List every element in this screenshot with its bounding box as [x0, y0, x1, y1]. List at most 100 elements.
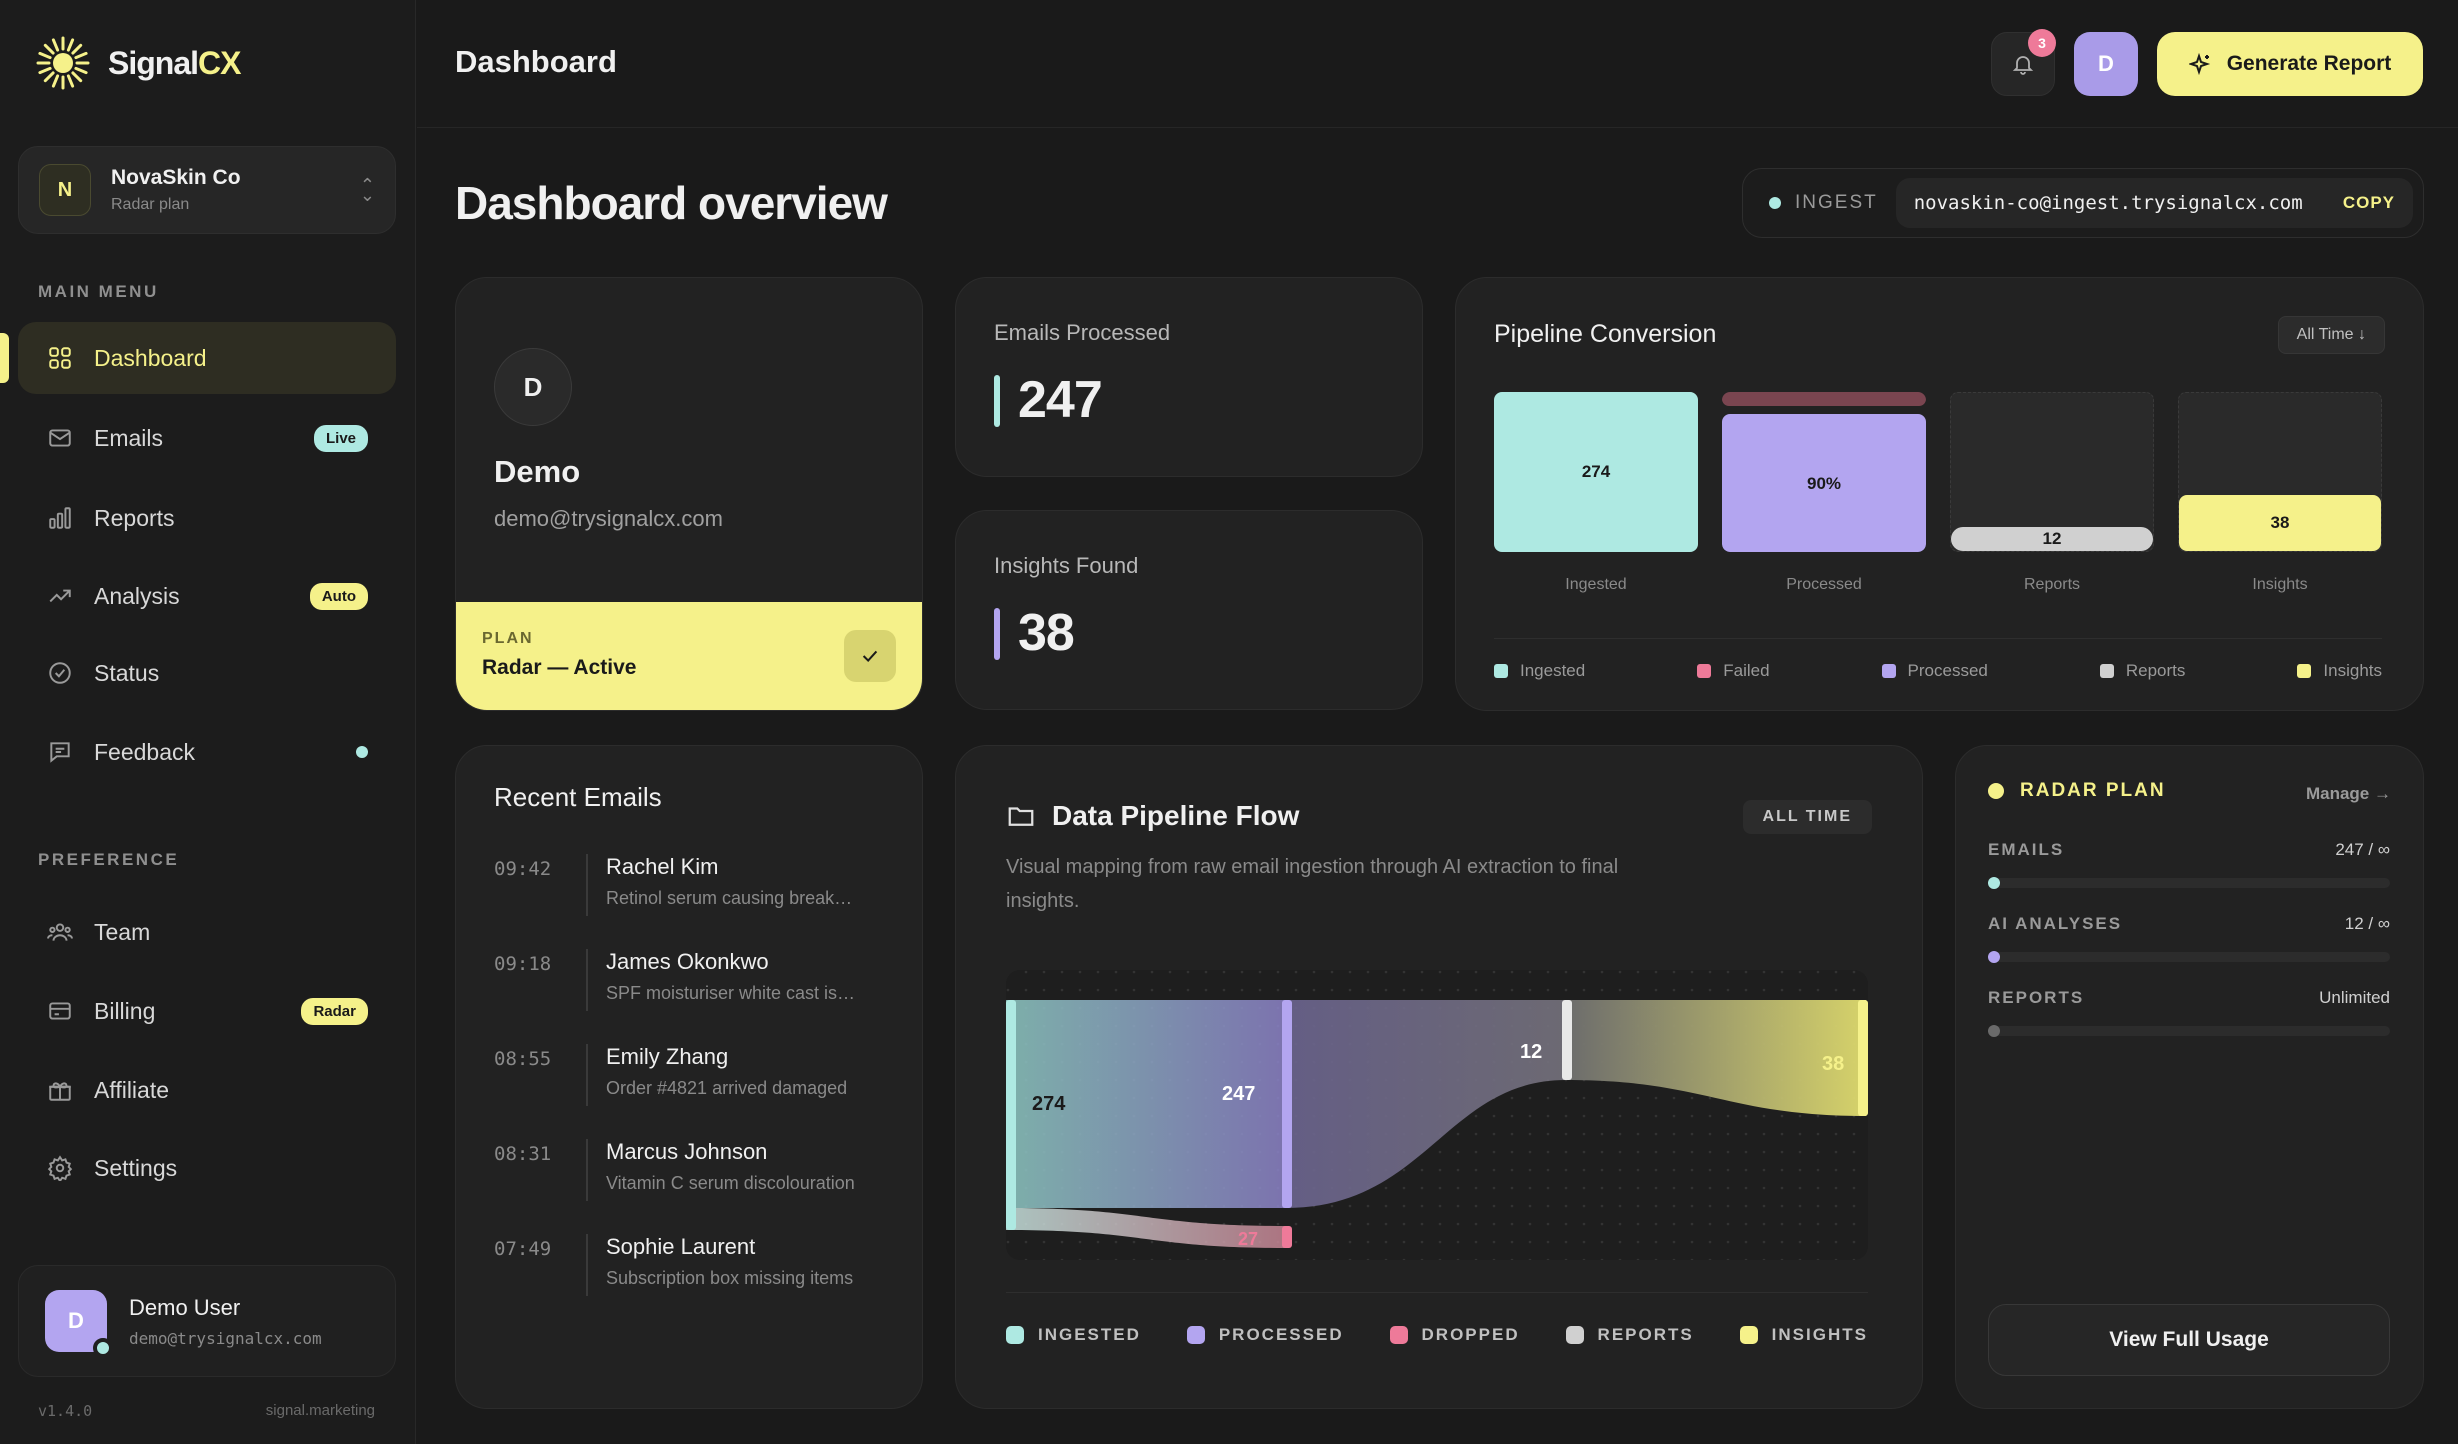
plan-dot: [1988, 783, 2004, 799]
failed-segment: [1722, 392, 1926, 406]
ingest-address-bar: INGEST novaskin-co@ingest.trysignalcx.co…: [1742, 168, 2424, 238]
sidebar-item-billing[interactable]: Billing Radar: [18, 975, 396, 1047]
grid-icon: [46, 344, 74, 372]
auto-badge: Auto: [309, 582, 368, 610]
stat-label: Emails Processed: [994, 320, 1171, 345]
gear-icon: [46, 1154, 74, 1182]
trend-icon: [46, 582, 74, 610]
page-title: Dashboard overview: [455, 177, 888, 229]
feedback-dot: [356, 746, 368, 758]
profile-email: demo@trysignalcx.com: [494, 506, 723, 531]
bar-chart-icon: [46, 504, 74, 532]
usage-track: [1988, 951, 2390, 963]
plan-banner: PLAN Radar — Active: [456, 602, 922, 710]
flow-link-reports-insights: [1566, 1000, 1866, 1116]
view-full-usage-button[interactable]: View Full Usage: [1988, 1304, 2390, 1376]
sidebar-item-affiliate[interactable]: Affiliate: [18, 1054, 396, 1126]
usage-row: AI ANALYSES 12 / ∞: [1988, 914, 2390, 963]
radar-plan-card: RADAR PLAN Manage → EMAILS 247 / ∞ AI ANAL…: [1955, 745, 2424, 1409]
sidebar-item-status[interactable]: Status: [18, 637, 396, 709]
conversion-column-ingested: 274 Ingested: [1494, 392, 1698, 602]
stage-name: Insights: [2252, 576, 2308, 593]
org-avatar: N: [39, 164, 91, 216]
stage-value: 90%: [1806, 474, 1842, 493]
sidebar-item-label: Affiliate: [94, 1076, 170, 1103]
ingest-address-field[interactable]: novaskin-co@ingest.trysignalcx.com COPY: [1895, 178, 2413, 228]
list-item[interactable]: 09:18 James Okonkwo SPF moisturiser white …: [494, 947, 884, 1013]
sankey-diagram: 274 247 12 38 27: [1006, 970, 1868, 1260]
header-avatar[interactable]: D: [2074, 32, 2138, 96]
legend-item: Ingested: [1494, 661, 1585, 681]
sidebar-item-reports[interactable]: Reports: [18, 482, 396, 554]
profile-card: D Demo demo@trysignalcx.com PLAN Radar —…: [455, 277, 923, 711]
generate-report-button[interactable]: Generate Report: [2157, 32, 2423, 96]
sidebar-item-settings[interactable]: Settings: [18, 1132, 396, 1204]
legend-item: REPORTS: [1565, 1325, 1694, 1345]
copy-button[interactable]: COPY: [2342, 193, 2395, 212]
email-subject: Subscription box missing items: [606, 1268, 854, 1288]
node-processed: [1282, 1000, 1292, 1208]
sidebar: SignalCX N NovaSkin Co Radar plan ⌃ ⌄ MAI…: [0, 0, 416, 1444]
email-subject: Vitamin C serum discolouration: [606, 1173, 855, 1193]
stage-name: Processed: [1786, 576, 1862, 593]
stat-value: 38: [1018, 604, 1075, 662]
sidebar-item-feedback[interactable]: Feedback: [18, 716, 396, 788]
node-ingested: [1006, 1000, 1016, 1230]
usage-value: Unlimited: [2319, 988, 2390, 1007]
bell-icon: [2012, 56, 2034, 75]
sidebar-item-emails[interactable]: Emails Live: [18, 402, 396, 474]
flow-time-tag[interactable]: ALL TIME: [1742, 800, 1872, 834]
header-title: Dashboard: [455, 44, 617, 79]
user-card[interactable]: D Demo User demo@trysignalcx.com: [18, 1265, 396, 1377]
radar-plan-header: RADAR PLAN: [1988, 780, 2166, 802]
time-filter-dropdown[interactable]: All Time ↓: [2277, 316, 2385, 354]
footer-link[interactable]: signal.marketing: [265, 1402, 375, 1419]
manage-link[interactable]: Manage →: [2305, 784, 2391, 803]
org-switcher[interactable]: N NovaSkin Co Radar plan ⌃ ⌄: [18, 146, 396, 234]
node-insights: [1858, 1000, 1868, 1116]
sidebar-item-team[interactable]: Team: [18, 896, 396, 968]
notification-count-badge: 3: [2028, 29, 2056, 57]
email-time: 09:18: [494, 953, 552, 975]
notifications-button[interactable]: 3: [1991, 29, 2056, 96]
legend-item: INSIGHTS: [1739, 1325, 1868, 1345]
radar-badge: Radar: [301, 997, 368, 1025]
mail-icon: [46, 424, 74, 452]
ingest-label: INGEST: [1795, 192, 1878, 213]
stat-accent-bar: [994, 375, 1000, 427]
usage-row: REPORTS Unlimited: [1988, 988, 2390, 1037]
ingest-status-dot: [1769, 197, 1781, 209]
sidebar-item-dashboard[interactable]: Dashboard: [18, 322, 396, 394]
usage-value: 12 / ∞: [2344, 914, 2390, 933]
version-label: v1.4.0: [38, 1402, 93, 1420]
sidebar-item-analysis[interactable]: Analysis Auto: [18, 560, 396, 632]
folder-icon: [1008, 807, 1034, 826]
conversion-column-reports: 12 Reports: [1950, 392, 2154, 602]
sidebar-item-label: Reports: [94, 504, 175, 531]
usage-track: [1988, 877, 2390, 889]
generate-report-label: Generate Report: [2226, 52, 2392, 75]
list-item[interactable]: 08:31 Marcus Johnson Vitamin C serum disco…: [494, 1137, 884, 1203]
email-time: 07:49: [494, 1238, 552, 1260]
check-icon[interactable]: [844, 630, 896, 682]
email-sender: Sophie Laurent: [606, 1234, 756, 1259]
profile-avatar: D: [494, 348, 572, 426]
legend-item: Reports: [2099, 661, 2185, 681]
recent-emails-card: Recent Emails 09:42 Rachel Kim Retinol ser…: [455, 745, 923, 1409]
card-icon: [46, 997, 74, 1025]
sidebar-item-label: Billing: [94, 997, 156, 1024]
list-item[interactable]: 09:42 Rachel Kim Retinol serum causing bre…: [494, 852, 884, 918]
team-icon: [46, 918, 74, 946]
email-time: 08:55: [494, 1048, 552, 1070]
profile-name: Demo: [494, 454, 581, 489]
sidebar-item-label: Emails: [94, 424, 164, 451]
email-sender: Emily Zhang: [606, 1044, 729, 1069]
sidebar-item-label: Dashboard: [94, 344, 207, 371]
list-item[interactable]: 08:55 Emily Zhang Order #4821 arrived dama…: [494, 1042, 884, 1108]
email-subject: Retinol serum causing break…: [606, 888, 853, 908]
email-subject: Order #4821 arrived damaged: [606, 1078, 848, 1098]
email-time: 08:31: [494, 1143, 552, 1165]
list-item[interactable]: 07:49 Sophie Laurent Subscription box miss…: [494, 1232, 884, 1298]
brand-logo[interactable]: SignalCX: [36, 36, 241, 90]
